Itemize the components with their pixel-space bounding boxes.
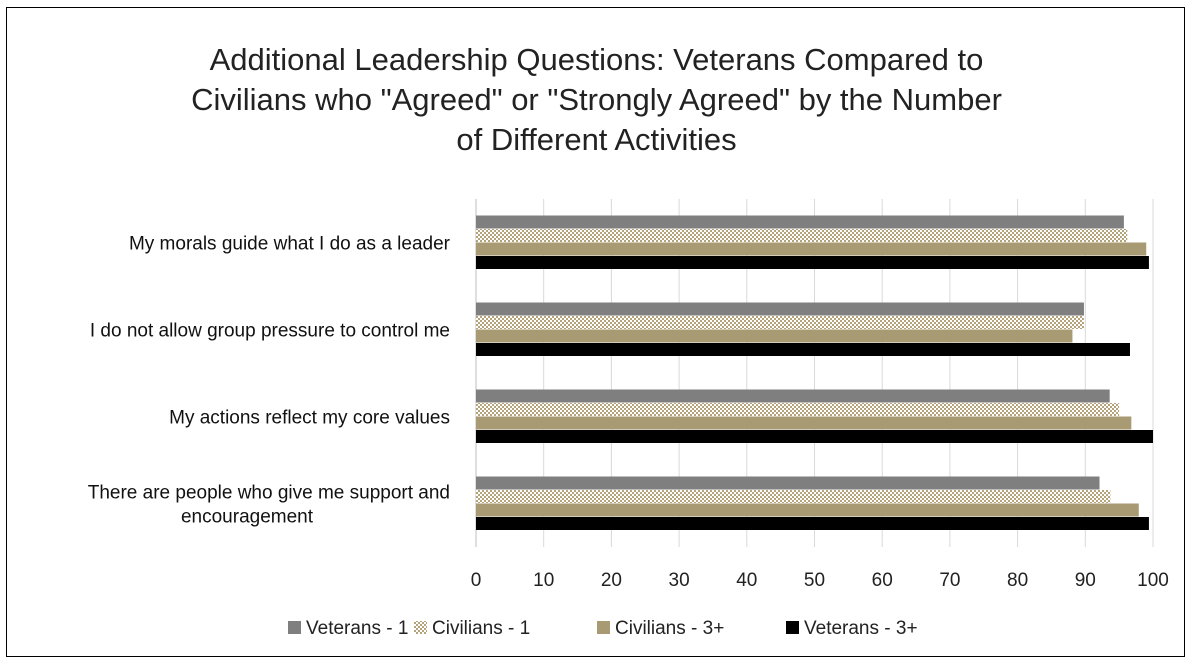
category-label: encouragement (181, 507, 314, 528)
x-tick-label: 0 (471, 570, 482, 591)
bar (476, 302, 1084, 316)
legend-swatch (597, 621, 610, 634)
bar (476, 389, 1110, 403)
chart-title: Additional Leadership Questions: Veteran… (0, 40, 1193, 160)
bar (476, 416, 1132, 430)
legend-label: Veterans - 1 (306, 618, 408, 639)
bar (476, 316, 1084, 329)
x-tick-label: 60 (872, 570, 893, 591)
chart-title-line-1: Additional Leadership Questions: Veteran… (209, 42, 984, 77)
x-tick-label: 20 (601, 570, 622, 591)
bar (476, 430, 1153, 443)
category-label: There are people who give me support and (88, 483, 450, 504)
legend-label: Civilians - 3+ (615, 618, 724, 639)
legend-swatch (288, 621, 301, 634)
category-label: My actions reflect my core values (169, 408, 450, 429)
legend-label: Veterans - 3+ (804, 618, 918, 639)
chart-title-line-3: of Different Activities (456, 122, 737, 157)
bar (476, 490, 1111, 503)
legend-swatch (414, 621, 427, 634)
x-tick-label: 80 (1007, 570, 1028, 591)
x-tick-label: 30 (669, 570, 690, 591)
bar (476, 215, 1124, 229)
x-tick-label: 70 (939, 570, 960, 591)
category-label: I do not allow group pressure to control… (90, 321, 450, 342)
legend-label: Civilians - 1 (432, 618, 530, 639)
x-tick-label: 90 (1075, 570, 1096, 591)
bar (476, 256, 1149, 269)
legend-swatch (786, 621, 799, 634)
x-tick-label: 100 (1137, 570, 1169, 591)
chart-title-line-2: Civilians who "Agreed" or "Strongly Agre… (191, 82, 1002, 117)
x-tick-label: 50 (804, 570, 825, 591)
category-label: My morals guide what I do as a leader (129, 234, 451, 255)
bar (476, 343, 1130, 356)
bar (476, 242, 1147, 256)
bar (476, 517, 1149, 530)
bar (476, 403, 1120, 416)
x-tick-label: 40 (736, 570, 757, 591)
bar (476, 476, 1100, 490)
bar (476, 229, 1128, 242)
bar (476, 329, 1073, 343)
x-tick-label: 10 (533, 570, 554, 591)
bar (476, 503, 1139, 517)
